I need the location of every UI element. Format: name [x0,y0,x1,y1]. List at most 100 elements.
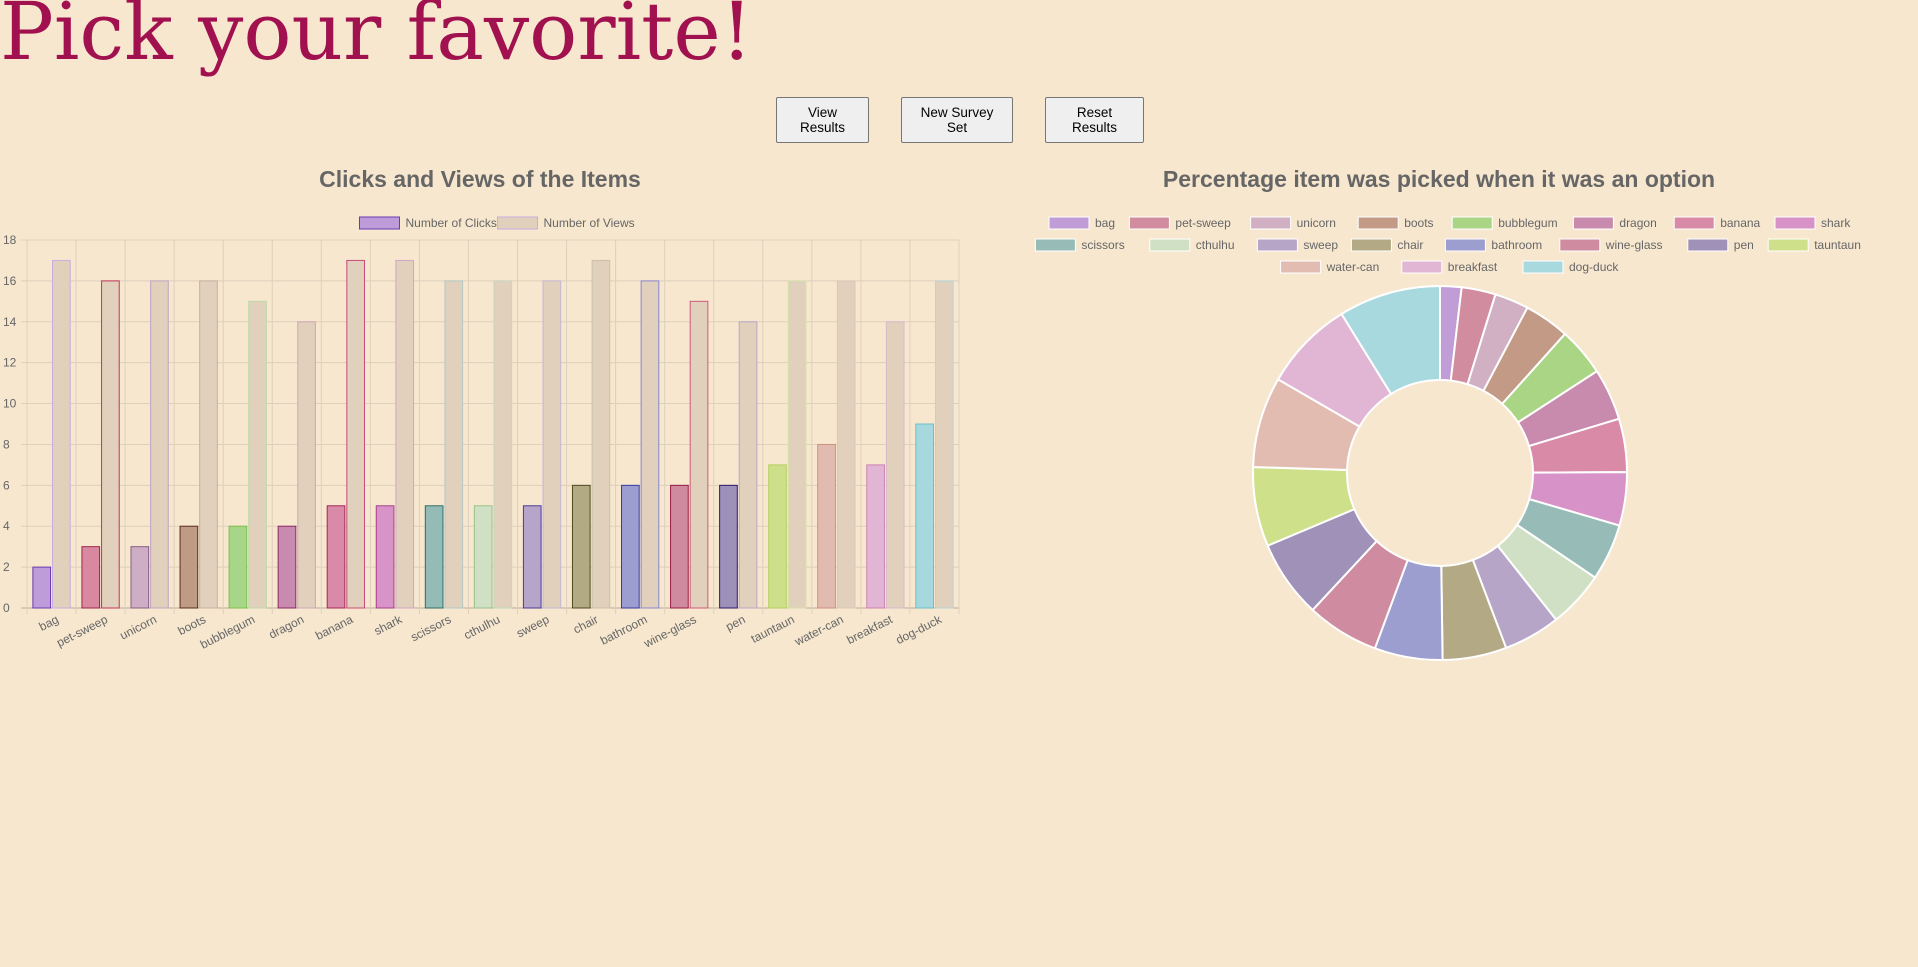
legend-swatch-boots [1357,216,1399,230]
bar-clicks-scissors [424,505,444,609]
bar-views-breakfast [885,321,905,609]
legend-label-unicorn: unicorn [1297,216,1336,230]
legend-swatch-banana [1673,216,1715,230]
bar-clicks-bathroom [621,484,640,609]
bar-views-bubblegum [248,300,267,609]
y-tick-label: 2 [3,560,10,574]
bar-clicks-cthulhu [473,505,493,609]
bar-views-bathroom [640,280,660,609]
x-tick-label: bag [37,612,61,634]
y-tick-label: 4 [3,519,10,533]
bar-views-bag [52,259,71,609]
legend-swatch-views [497,216,538,230]
legend-swatch-wine-glass [1559,238,1601,252]
legend-label-sweep: sweep [1303,238,1338,252]
legend-swatch-bag [1048,216,1090,230]
bar-views-dragon [297,321,316,609]
bar-clicks-unicorn [130,546,150,609]
bar-clicks-wine-glass [670,484,689,609]
legend-swatch-cthulhu [1149,238,1191,252]
x-tick-label: water-can [792,612,846,649]
x-tick-label: pet-sweep [54,612,110,650]
legend-label-tauntaun: tauntaun [1814,238,1861,252]
donut-slice-dog-duck [1340,284,1441,396]
y-tick-label: 6 [3,478,10,492]
new-survey-set-button[interactable]: New Survey Set [901,97,1013,143]
legend-swatch-water-can [1280,260,1322,274]
legend-label-chair: chair [1397,238,1423,252]
x-tick-label: dog-duck [893,612,944,647]
y-tick-label: 10 [3,397,17,411]
bar-clicks-banana [326,505,346,609]
x-tick-label: cthulhu [462,612,503,642]
legend-label-banana: banana [1720,216,1760,230]
legend-swatch-unicorn [1250,216,1292,230]
legend-swatch-tauntaun [1767,238,1809,252]
bar-chart-grid [21,239,960,614]
bar-clicks-water-can [817,443,836,609]
bar-views-sweep [542,280,562,609]
y-tick-label: 18 [3,233,17,247]
legend-swatch-breakfast [1401,260,1443,274]
bar-chart-legend: Number of Clicks Number of Views [359,216,635,230]
bar-views-chair [591,259,611,609]
legend-label-boots: boots [1404,216,1433,230]
bar-views-water-can [836,280,856,609]
legend-label-cthulhu: cthulhu [1196,238,1235,252]
pick-percentage-donut-chart: bag pet-sweep unicorn boots bubblegum dragon b… [1034,216,1861,661]
legend-label-pet-sweep: pet-sweep [1175,216,1231,230]
legend-swatch-scissors [1034,238,1076,252]
bar-clicks-dragon [277,525,297,609]
bar-views-tauntaun [787,280,807,609]
x-tick-label: sweep [514,612,552,640]
bar-views-boots [199,280,218,609]
y-tick-label: 16 [3,274,17,288]
bar-views-banana [346,259,365,609]
x-tick-label: tauntaun [749,612,797,646]
legend-label-clicks: Number of Clicks [406,216,497,230]
legend-swatch-bubblegum [1451,216,1493,230]
bar-views-unicorn [150,280,169,609]
x-tick-label: chair [571,612,601,636]
x-tick-label: boots [176,612,209,638]
bar-clicks-sweep [522,505,542,609]
legend-swatch-chair [1350,238,1392,252]
legend-swatch-shark [1774,216,1816,230]
x-tick-label: bubblegum [198,612,257,651]
bar-clicks-boots [179,525,199,609]
bar-clicks-chair [571,484,591,609]
legend-label-dragon: dragon [1619,216,1656,230]
bar-views-pet-sweep [101,280,120,609]
view-results-button[interactable]: View Results [776,97,869,143]
pie-chart-title: Percentage item was picked when it was a… [1162,166,1716,192]
legend-swatch-pen [1687,238,1729,252]
bar-chart-title: Clicks and Views of the Items [319,166,641,192]
legend-swatch-clicks [359,216,400,230]
x-tick-label: breakfast [844,612,895,647]
bar-clicks-tauntaun [768,464,787,609]
legend-swatch-pet-sweep [1128,216,1170,230]
bar-clicks-breakfast [866,464,885,609]
legend-label-water-can: water-can [1326,260,1380,274]
legend-swatch-dog-duck [1522,260,1564,274]
legend-label-shark: shark [1821,216,1851,230]
y-tick-label: 0 [3,601,10,615]
reset-results-button[interactable]: Reset Results [1045,97,1144,143]
page-title: Pick your favorite! [0,0,753,78]
y-tick-label: 12 [3,356,17,370]
x-tick-label: bathroom [598,612,650,647]
bar-clicks-bubblegum [228,525,248,609]
legend-label-breakfast: breakfast [1448,260,1498,274]
x-tick-label: wine-glass [641,612,699,651]
legend-swatch-bathroom [1444,238,1486,252]
x-tick-label: banana [313,612,355,643]
legend-label-views: Number of Views [544,216,635,230]
legend-label-wine-glass: wine-glass [1605,238,1663,252]
x-tick-label: dragon [266,612,306,641]
bar-views-shark [395,259,415,609]
x-tick-label: scissors [408,612,453,644]
bar-clicks-dog-duck [915,423,934,609]
y-tick-label: 8 [3,437,10,451]
x-tick-label: pen [723,612,747,634]
